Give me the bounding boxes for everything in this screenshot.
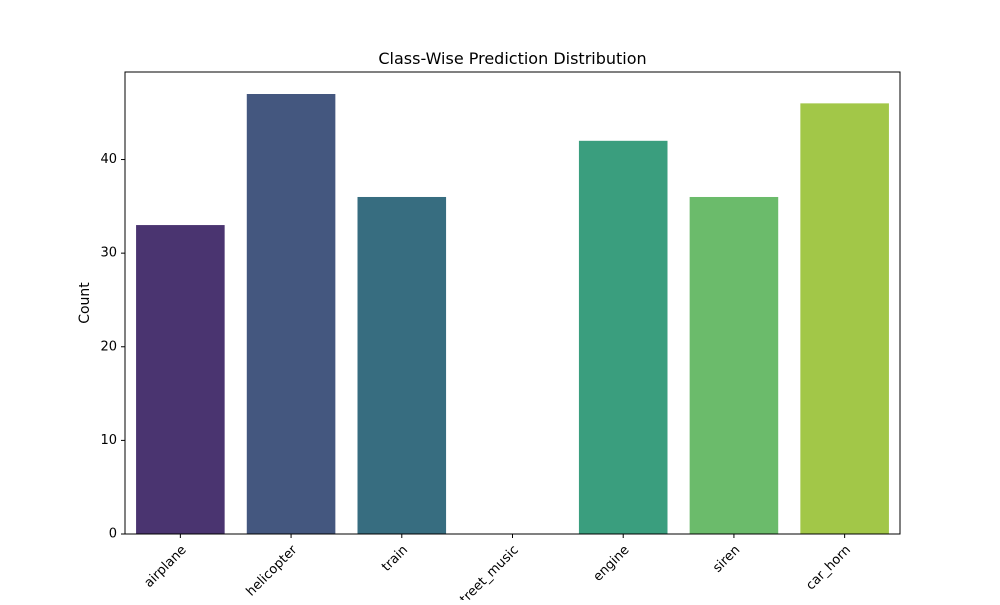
bar-airplane <box>136 225 225 534</box>
y-axis-label: Count <box>77 282 93 324</box>
y-tick-label: 20 <box>100 339 117 354</box>
y-axis: 0 10 20 30 40 <box>100 152 125 542</box>
bar-engine <box>578 140 668 534</box>
bar-siren <box>689 196 779 534</box>
bar-car_horn <box>800 103 889 535</box>
y-tick-label: 30 <box>100 246 117 261</box>
y-tick-label: 40 <box>100 152 117 167</box>
bar-train <box>357 196 447 534</box>
bar-helicopter <box>246 94 336 534</box>
y-tick-label: 10 <box>100 433 117 448</box>
chart-title: Class-Wise Prediction Distribution <box>378 49 646 68</box>
bars-layer <box>136 94 889 535</box>
y-tick-label: 0 <box>109 527 117 542</box>
